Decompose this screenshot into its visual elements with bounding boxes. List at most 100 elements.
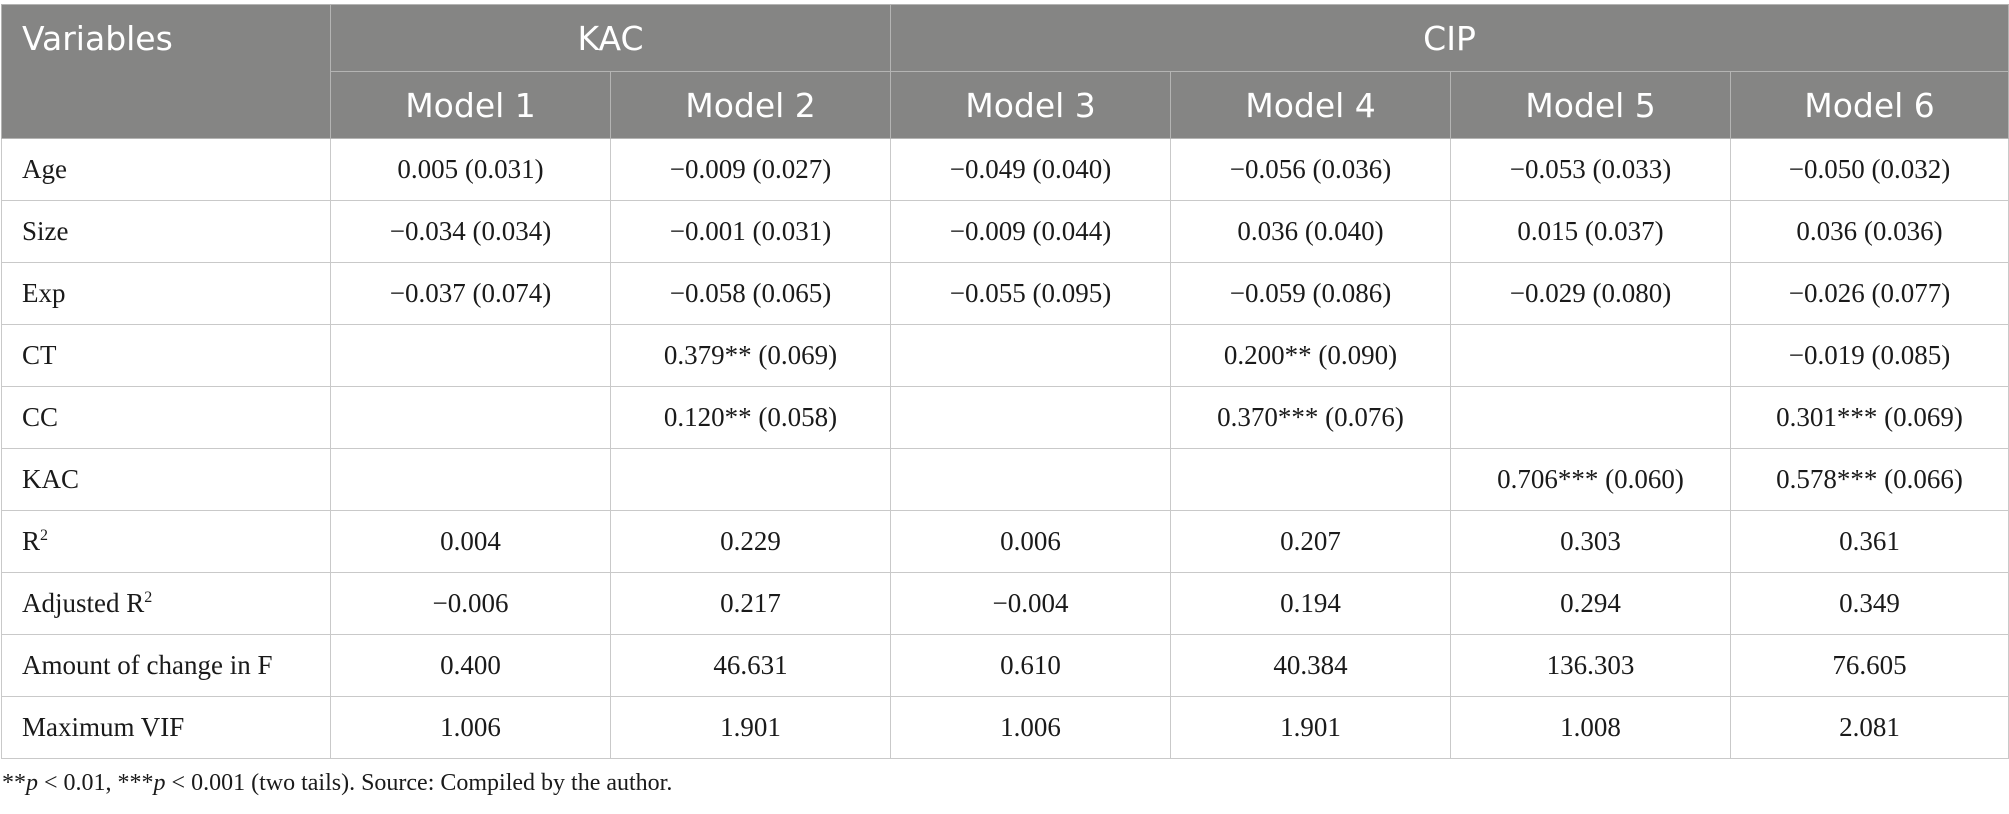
table-cell: 0.036 (0.040) (1170, 200, 1452, 263)
row-label-text: Adjusted R (22, 588, 145, 618)
row-label-text: CT (22, 340, 57, 370)
table-cell: −0.053 (0.033) (1450, 138, 1732, 201)
row-label-text: CC (22, 402, 59, 432)
table-cell: −0.050 (0.032) (1730, 138, 2009, 201)
row-label-superscript: 2 (40, 527, 49, 544)
footnote-p-1: p (26, 770, 38, 796)
table-cell (1170, 448, 1452, 511)
group-header-cip: CIP (890, 4, 2009, 72)
row-label: Adjusted R2 (1, 572, 331, 635)
row-label-superscript: 2 (144, 589, 153, 606)
table-cell: −0.055 (0.095) (890, 262, 1172, 325)
table-cell: 0.229 (609, 510, 892, 573)
model-header: Model 1 (330, 71, 611, 139)
table-cell: −0.056 (0.036) (1170, 138, 1452, 201)
table-row: Exp −0.037 (0.074) −0.058 (0.065) −0.055 (0… (1, 262, 2009, 325)
table-cell: −0.029 (0.080) (1450, 262, 1732, 325)
table-cell: 0.120** (0.058) (609, 386, 892, 449)
table-cell: 0.361 (1730, 510, 2009, 573)
row-label-text: Maximum VIF (22, 712, 185, 742)
table-footnote: **p < 0.01, ***p < 0.001 (two tails). So… (2, 770, 672, 797)
row-label: R2 (1, 510, 331, 573)
table-cell: 0.006 (890, 510, 1172, 573)
table-cell: 0.005 (0.031) (330, 138, 611, 201)
row-label-text: Exp (22, 278, 66, 308)
table-cell: 0.301*** (0.069) (1730, 386, 2009, 449)
table-cell: −0.009 (0.027) (609, 138, 892, 201)
group-header-kac: KAC (329, 4, 892, 72)
table-cell: −0.034 (0.034) (330, 200, 611, 263)
table-cell: 0.610 (890, 634, 1172, 697)
table-cell: 0.194 (1170, 572, 1452, 635)
row-label: CT (1, 324, 331, 387)
table-row: Maximum VIF 1.006 1.901 1.006 1.901 1.008 2.08… (1, 696, 2009, 759)
model-header: Model 3 (890, 71, 1172, 139)
table-cell: −0.059 (0.086) (1170, 262, 1452, 325)
table-cell: −0.037 (0.074) (330, 262, 611, 325)
table-body: Age 0.005 (0.031) −0.009 (0.027) −0.049 (0.… (1, 138, 2009, 759)
table-cell: 0.015 (0.037) (1450, 200, 1732, 263)
table-cell: 136.303 (1450, 634, 1732, 697)
regression-table-container: Variables KAC CIP Model 1 Model 2 Model … (0, 4, 2009, 759)
table-cell: 0.370*** (0.076) (1170, 386, 1452, 449)
table-cell: 0.004 (330, 510, 611, 573)
table-cell: 40.384 (1170, 634, 1452, 697)
table-cell (330, 386, 611, 449)
row-label: Exp (1, 262, 331, 325)
header-row-models: Model 1 Model 2 Model 3 Model 4 Model 5 … (2, 71, 2009, 139)
table-cell: 1.008 (1450, 696, 1732, 759)
table-row: Amount of change in F 0.400 46.631 0.610 40.… (1, 634, 2009, 697)
footnote-stars-1: ** (2, 770, 26, 796)
row-label: Size (1, 200, 331, 263)
footnote-text-1: < 0.01, (38, 770, 118, 796)
table-cell: 76.605 (1730, 634, 2009, 697)
row-label: Maximum VIF (1, 696, 331, 759)
table-cell: −0.006 (330, 572, 611, 635)
variables-header: Variables (1, 4, 331, 139)
table-cell: 0.379** (0.069) (609, 324, 892, 387)
table-row: CT 0.379** (0.069) 0.200** (0.090) −0.019 (… (1, 324, 2009, 387)
model-header: Model 6 (1730, 71, 2009, 139)
table-cell (890, 386, 1172, 449)
row-label-text: Size (22, 216, 69, 246)
table-cell: 0.036 (0.036) (1730, 200, 2009, 263)
row-label-text: Age (22, 154, 67, 184)
footnote-text-2: < 0.001 (two tails). Source: Compiled by… (165, 770, 673, 796)
table-cell: 1.901 (609, 696, 892, 759)
row-label-text: Amount of change in F (22, 650, 273, 680)
table-cell: 0.217 (609, 572, 892, 635)
row-label-text: R (22, 526, 41, 556)
regression-table: Variables KAC CIP Model 1 Model 2 Model … (1, 4, 2009, 759)
model-header: Model 5 (1450, 71, 1732, 139)
table-cell: 0.400 (330, 634, 611, 697)
table-cell: 1.006 (330, 696, 611, 759)
table-row: CC 0.120** (0.058) 0.370*** (0.076) 0.301**… (1, 386, 2009, 449)
table-cell: 0.349 (1730, 572, 2009, 635)
model-header: Model 4 (1170, 71, 1452, 139)
table-cell: 0.207 (1170, 510, 1452, 573)
table-row: KAC 0.706*** (0.060) 0.578*** (0.066) (1, 448, 2009, 511)
row-label: Amount of change in F (1, 634, 331, 697)
table-cell: 0.706*** (0.060) (1450, 448, 1732, 511)
table-cell: −0.004 (890, 572, 1172, 635)
table-row: Size −0.034 (0.034) −0.001 (0.031) −0.009 (… (1, 200, 2009, 263)
table-cell: 1.006 (890, 696, 1172, 759)
row-label: KAC (1, 448, 331, 511)
footnote-stars-2: *** (117, 770, 154, 796)
table-cell: −0.049 (0.040) (890, 138, 1172, 201)
table-cell: 46.631 (609, 634, 892, 697)
table-cell (890, 448, 1172, 511)
table-cell (330, 448, 611, 511)
table-cell: 2.081 (1730, 696, 2009, 759)
row-label-text: KAC (22, 464, 80, 494)
table-cell: 0.303 (1450, 510, 1732, 573)
table-row: R2 0.004 0.229 0.006 0.207 0.303 0.361 (1, 510, 2009, 573)
table-cell (330, 324, 611, 387)
footnote-p-2: p (153, 770, 166, 796)
row-label: CC (1, 386, 331, 449)
table-cell: 0.200** (0.090) (1170, 324, 1452, 387)
table-cell (1450, 324, 1732, 387)
table-cell: −0.019 (0.085) (1730, 324, 2009, 387)
table-cell (890, 324, 1172, 387)
table-cell: −0.058 (0.065) (609, 262, 892, 325)
